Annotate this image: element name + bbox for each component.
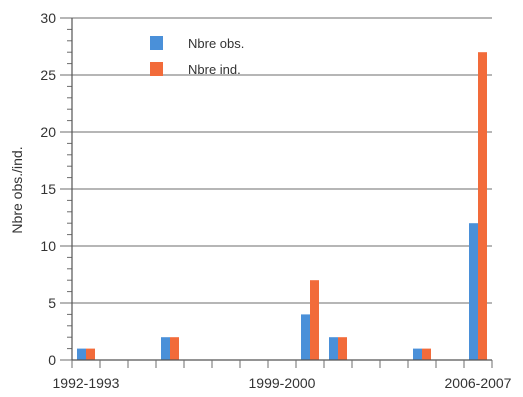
y-tick-label: 0: [48, 352, 56, 368]
bar-obs: [301, 314, 310, 360]
axes: [60, 17, 493, 368]
y-tick-label: 15: [40, 181, 56, 197]
y-tick-label: 5: [48, 295, 56, 311]
bar-ind: [422, 348, 431, 360]
bars: [77, 52, 487, 360]
bar-ind: [86, 348, 95, 360]
y-tick-label: 30: [40, 10, 56, 26]
y-tick-label: 25: [40, 67, 56, 83]
bar-obs: [413, 348, 422, 360]
legend: Nbre obs. Nbre ind.: [150, 36, 244, 77]
x-tick-label: 2006-2007: [445, 375, 512, 391]
bar-ind: [310, 280, 319, 360]
bar-obs: [77, 348, 86, 360]
legend-swatch: [150, 36, 163, 50]
y-axis-title: Nbre obs./ind.: [9, 146, 25, 233]
bar-obs: [161, 337, 170, 360]
bar-ind: [338, 337, 347, 360]
bar-ind: [170, 337, 179, 360]
bar-ind: [478, 52, 487, 360]
y-tick-label: 10: [40, 238, 56, 254]
x-tick-label: 1992-1993: [53, 375, 120, 391]
tick-labels: 0 5 10 15 20 25 30 1992-1993 1999-2000 2006-2007: [40, 10, 511, 391]
y-tick-label: 20: [40, 124, 56, 140]
bar-obs: [329, 337, 338, 360]
x-tick-label: 1999-2000: [249, 375, 316, 391]
legend-swatch: [150, 62, 163, 76]
gridlines: [72, 17, 492, 304]
legend-label: Nbre obs.: [188, 36, 244, 51]
bar-obs: [469, 223, 478, 360]
legend-label: Nbre ind.: [188, 62, 241, 77]
